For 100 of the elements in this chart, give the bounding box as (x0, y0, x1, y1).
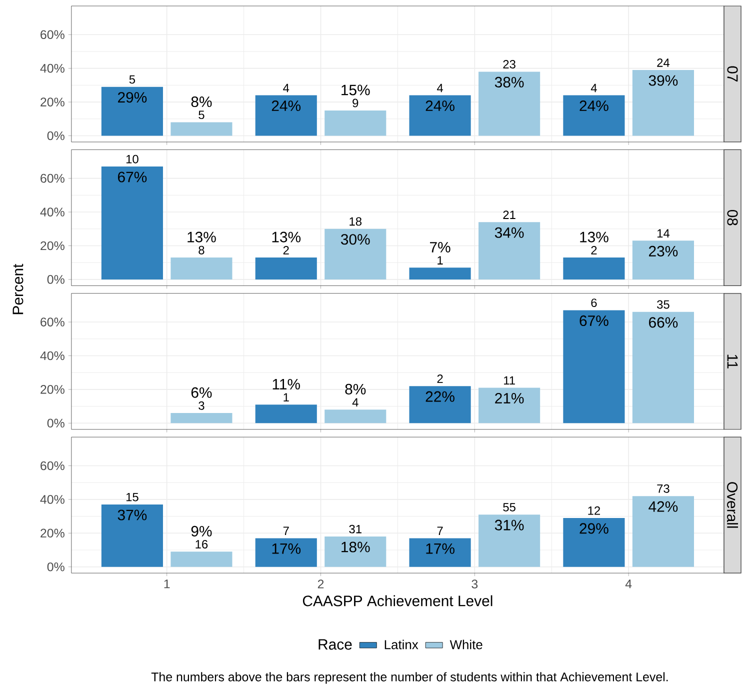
data-label: 21% (495, 392, 524, 404)
x-tick-label: 4 (625, 580, 632, 588)
data-label: 17% (426, 543, 454, 554)
bar (563, 518, 625, 567)
y-tick-label: 40% (40, 64, 64, 73)
annotation: 24 (657, 58, 670, 67)
data-label: 66% (649, 317, 678, 328)
bar (632, 240, 694, 280)
data-label: 18% (342, 542, 370, 552)
y-tick-label: 40% (40, 208, 64, 216)
annotation: 4 (352, 398, 358, 406)
annotation: 4 (590, 84, 597, 92)
y-tick-label: 20% (40, 528, 64, 538)
bar (101, 504, 163, 567)
bar (478, 514, 540, 567)
data-label: 37% (118, 510, 147, 520)
y-tick-label: 0% (47, 418, 64, 428)
bar (409, 386, 471, 424)
x-tick-label: 2 (318, 580, 324, 588)
annotation: 18 (350, 217, 362, 226)
annotation: 4 (436, 84, 444, 92)
bar (563, 310, 625, 424)
annotation: 21 (503, 210, 516, 219)
y-tick-label: 20% (40, 385, 64, 394)
annotation: 2 (591, 246, 597, 254)
annotation: 5 (198, 110, 204, 120)
annotation: 23 (503, 60, 516, 68)
data-label: 67% (118, 172, 147, 182)
annotation: 3 (198, 401, 204, 410)
x-tick-label: 1 (164, 580, 170, 588)
annotation: 16 (196, 540, 208, 548)
annotation: 15 (126, 492, 138, 502)
bar (255, 404, 317, 424)
data-label: 6% (191, 387, 212, 398)
data-label: 30% (340, 234, 370, 245)
data-label: 22% (426, 391, 454, 402)
data-label: 24% (426, 100, 454, 112)
data-label: 7% (430, 242, 450, 252)
bar (255, 538, 317, 567)
data-label: 29% (118, 92, 147, 103)
annotation: 8 (198, 246, 204, 254)
bar (170, 122, 232, 136)
data-label: 34% (494, 227, 524, 238)
data-label: 67% (580, 315, 608, 326)
annotation: 1 (284, 393, 289, 402)
data-label: 31% (494, 520, 524, 530)
annotation: 12 (588, 506, 600, 515)
annotation: 4 (283, 84, 290, 92)
annotation: 7 (283, 526, 289, 535)
annotation: 11 (504, 376, 515, 385)
bar (478, 388, 540, 424)
data-label: 13% (188, 232, 216, 242)
annotation: 55 (503, 503, 516, 512)
text: 07 (727, 66, 738, 82)
data-label: 23% (649, 246, 678, 256)
data-label: 24% (272, 100, 301, 112)
x-axis-title: CAASPP Achievement Level (302, 595, 492, 606)
annotation: 14 (657, 229, 670, 238)
bar (255, 95, 317, 136)
bar (632, 496, 694, 567)
annotation: 2 (437, 374, 443, 383)
annotation: 35 (657, 300, 670, 309)
data-label: 29% (580, 523, 608, 534)
bar (170, 258, 232, 280)
data-label: 9% (191, 526, 212, 536)
y-tick-label: 60% (40, 174, 64, 183)
y-tick-label: 40% (40, 351, 64, 360)
y-axis-title: Percent (12, 264, 24, 314)
y-tick-label: 60% (40, 30, 64, 40)
bar (170, 552, 232, 567)
annotation: 1 (438, 256, 443, 264)
annotation: 6 (591, 298, 597, 308)
y-tick-label: 40% (40, 495, 64, 504)
data-label: 38% (494, 76, 524, 88)
bar (101, 166, 163, 280)
y-tick-label: 60% (40, 318, 64, 326)
data-label: 8% (345, 384, 366, 394)
y-tick-label: 20% (40, 98, 64, 106)
annotation: 73 (657, 484, 670, 493)
text: The numbers above the bars represent the number of students within that Achievement Level. (151, 672, 668, 684)
y-tick-label: 0% (47, 275, 64, 284)
legend-label: Latinx (384, 640, 418, 650)
y-tick-label: 0% (47, 562, 64, 572)
data-label: 11% (272, 378, 300, 390)
legend-label: White (450, 640, 482, 650)
x-tick-label: 3 (472, 580, 478, 588)
bar (632, 70, 694, 136)
y-tick-label: 60% (40, 461, 64, 470)
data-label: 13% (272, 232, 301, 242)
y-tick-label: 20% (40, 241, 64, 250)
text: 11 (727, 354, 738, 368)
annotation: 7 (437, 526, 443, 535)
bar (170, 413, 232, 424)
data-label: 24% (580, 100, 608, 112)
bar (255, 258, 317, 280)
annotation: 2 (283, 246, 289, 254)
data-label: 15% (342, 84, 370, 96)
bar (563, 258, 625, 280)
bar (409, 538, 471, 567)
data-label: 13% (580, 232, 608, 242)
